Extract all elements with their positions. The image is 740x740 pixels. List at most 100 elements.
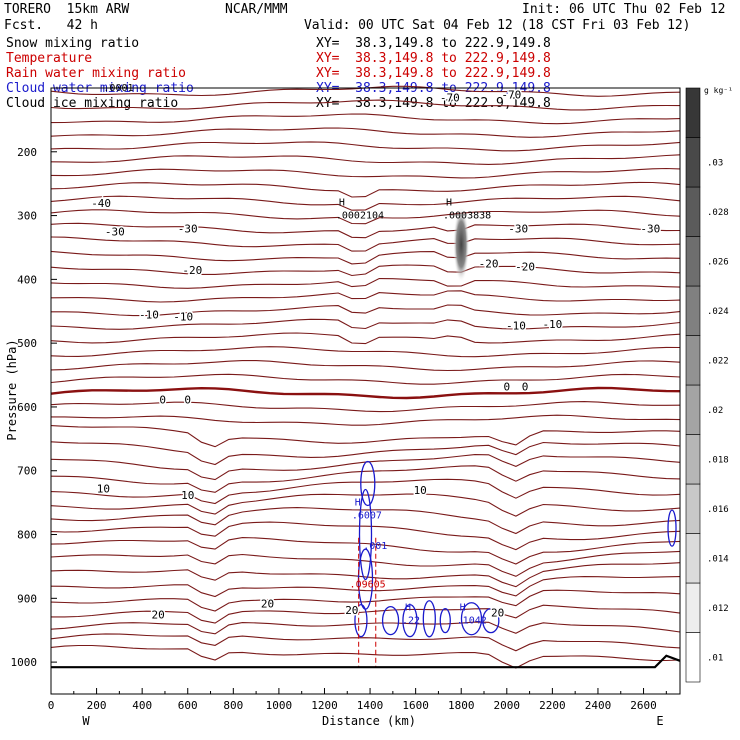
colorbar-segment	[685, 335, 701, 386]
colorbar-tick-label: .026	[707, 257, 729, 267]
cloud-water-contour	[439, 607, 451, 634]
isotherm-line	[50, 521, 681, 551]
maximum-marker: H	[446, 198, 452, 209]
cloud-water-contour	[354, 603, 368, 638]
field-rain-name: Rain water mixing ratio	[6, 66, 187, 81]
x-tick-label: 1200	[311, 699, 338, 712]
colorbar-segment	[685, 137, 701, 188]
colorbar-tick-label: .022	[707, 356, 729, 366]
x-tick-label: 2200	[539, 699, 566, 712]
cloud-water-contour	[358, 488, 373, 581]
y-tick-label: 900	[17, 592, 37, 605]
isotherm-line	[50, 550, 681, 577]
contour-label: 0	[159, 393, 166, 406]
isotherm-line	[51, 414, 681, 426]
x-tick-label: 200	[87, 699, 107, 712]
y-tick-label: 200	[17, 146, 37, 159]
contour-label: -20	[182, 264, 202, 277]
cloud-water-contour	[422, 600, 436, 638]
y-axis-label: Pressure (hPa)	[5, 339, 19, 440]
isotherm-line	[50, 113, 681, 125]
isotherm-line	[50, 537, 681, 565]
y-tick-label: 500	[17, 337, 37, 350]
x-tick-label: 600	[178, 699, 198, 712]
colorbar-segment	[685, 533, 701, 584]
x-tick-label: 1400	[357, 699, 384, 712]
field-temp-name: Temperature	[6, 51, 93, 66]
contour-label: -10	[139, 308, 159, 321]
maximum-value: .1042	[457, 616, 487, 627]
x-tick-label: 2000	[494, 699, 521, 712]
y-tick-label: 300	[17, 210, 37, 223]
colorbar-segment	[685, 483, 701, 534]
maximum-value: .6007	[352, 510, 382, 521]
x-tick-label: 800	[223, 699, 243, 712]
field-rain-xy: XY= 38.3,149.8 to 222.9,149.8	[316, 66, 551, 81]
x-tick-label: 2400	[585, 699, 612, 712]
contour-label: 20	[491, 606, 504, 619]
isotherm-line	[50, 425, 681, 448]
x-tick-label: 2600	[630, 699, 657, 712]
isotherm-line	[50, 222, 681, 239]
cloud-water-contour	[402, 603, 418, 638]
y-tick-label: 400	[17, 273, 37, 286]
x-tick-label: 1600	[402, 699, 429, 712]
maximum-value: .22	[402, 616, 420, 627]
isotherm-line	[50, 346, 681, 358]
isotherm-line	[50, 465, 681, 493]
field-temp-xy: XY= 38.3,149.8 to 222.9,149.8	[316, 51, 551, 66]
center-label: NCAR/MMM	[225, 2, 288, 17]
isotherm-line	[50, 644, 681, 669]
isotherm-line	[50, 290, 681, 303]
contour-label: -70	[501, 88, 521, 101]
colorbar-tick-label: .01	[707, 653, 723, 663]
snow-shading	[453, 206, 470, 283]
model-title: TORERO 15km ARW	[4, 2, 130, 17]
contour-label: -30	[105, 226, 125, 239]
east-label: E	[656, 714, 663, 728]
contour-label: 0	[503, 381, 510, 394]
maximum-value: .0003838	[443, 211, 491, 222]
isotherm-line	[50, 507, 681, 535]
x-axis-label: Distance (km)	[322, 714, 416, 728]
colorbar-segment	[685, 236, 701, 287]
isotherm-line	[50, 141, 681, 152]
colorbar-tick-label: .028	[707, 208, 729, 218]
terrain-surface	[51, 654, 681, 669]
colorbar-unit: g kg⁻¹	[704, 86, 733, 95]
isotherm-line	[50, 401, 681, 413]
contour-label: 20	[261, 597, 274, 610]
contour-label: -30	[178, 222, 198, 235]
isotherm-line	[50, 454, 681, 481]
colorbar-segment	[685, 87, 701, 138]
isotherm-line	[50, 236, 681, 252]
isotherm-line	[50, 360, 681, 372]
isotherm-line	[50, 181, 681, 198]
isotherm-line	[50, 264, 681, 277]
maximum-value: .09605	[350, 579, 386, 590]
colorbar-segment	[685, 186, 701, 237]
snow-maximum-shade	[453, 206, 470, 283]
contour-label: -30	[640, 222, 660, 235]
isotherm-line	[50, 373, 681, 385]
plot-frame	[50, 87, 681, 695]
isotherm-line	[50, 318, 681, 330]
cloud-water-contour	[360, 460, 376, 507]
colorbar-segment	[685, 582, 701, 633]
x-tick-label: 1800	[448, 699, 475, 712]
cloud-water-contour	[460, 602, 483, 636]
contour-label: 10	[181, 489, 194, 502]
maximum-marker: H	[355, 497, 361, 508]
y-tick-label: 600	[17, 401, 37, 414]
isotherm-line	[51, 604, 681, 624]
isotherm-line	[50, 441, 681, 466]
y-tick-label: 800	[17, 529, 37, 542]
colorbar-tick-label: .03	[707, 158, 723, 168]
isotherm-line	[50, 386, 681, 400]
contour-label: -20	[515, 261, 535, 274]
field-snow-name: Snow mixing ratio	[6, 36, 140, 51]
colorbar-tick-label: .012	[707, 604, 729, 614]
contour-label: 0	[184, 393, 191, 406]
contour-label: -40	[91, 197, 111, 210]
